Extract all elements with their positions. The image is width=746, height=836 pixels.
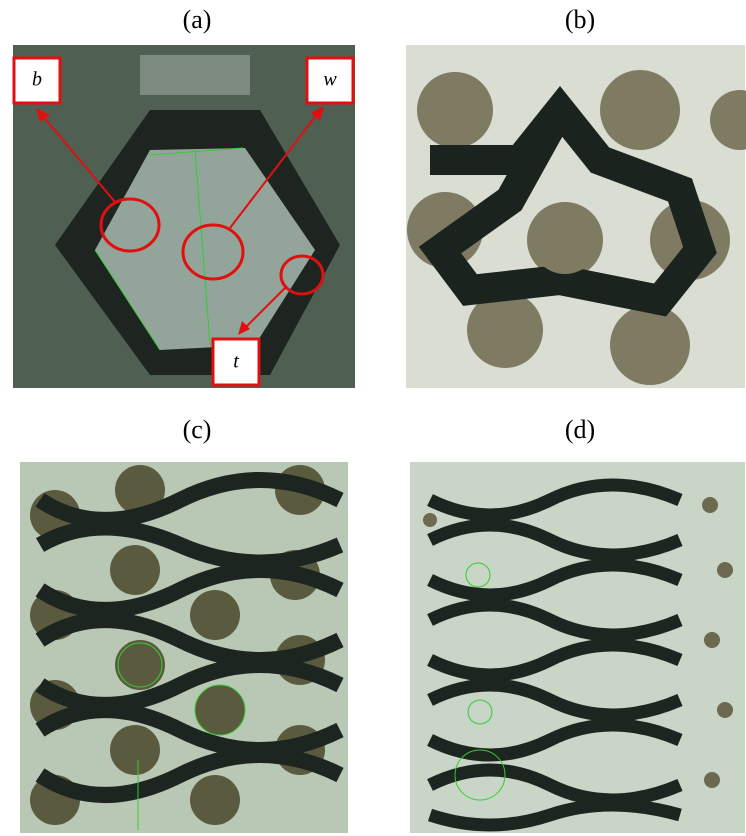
photo-b xyxy=(406,45,746,388)
photo-a xyxy=(13,45,355,388)
panel-label: (a) xyxy=(183,5,212,34)
annotation-label: t xyxy=(233,351,239,373)
panel-label: (d) xyxy=(565,415,595,444)
panel-label: (c) xyxy=(183,415,212,444)
photo-d xyxy=(410,462,745,833)
figure: (a) (b) (c) (d) xyxy=(0,0,746,836)
annotation-label: w xyxy=(323,69,337,91)
annotation-label: b xyxy=(32,69,42,91)
photo-c xyxy=(20,462,348,833)
panel-label: (b) xyxy=(565,5,595,34)
